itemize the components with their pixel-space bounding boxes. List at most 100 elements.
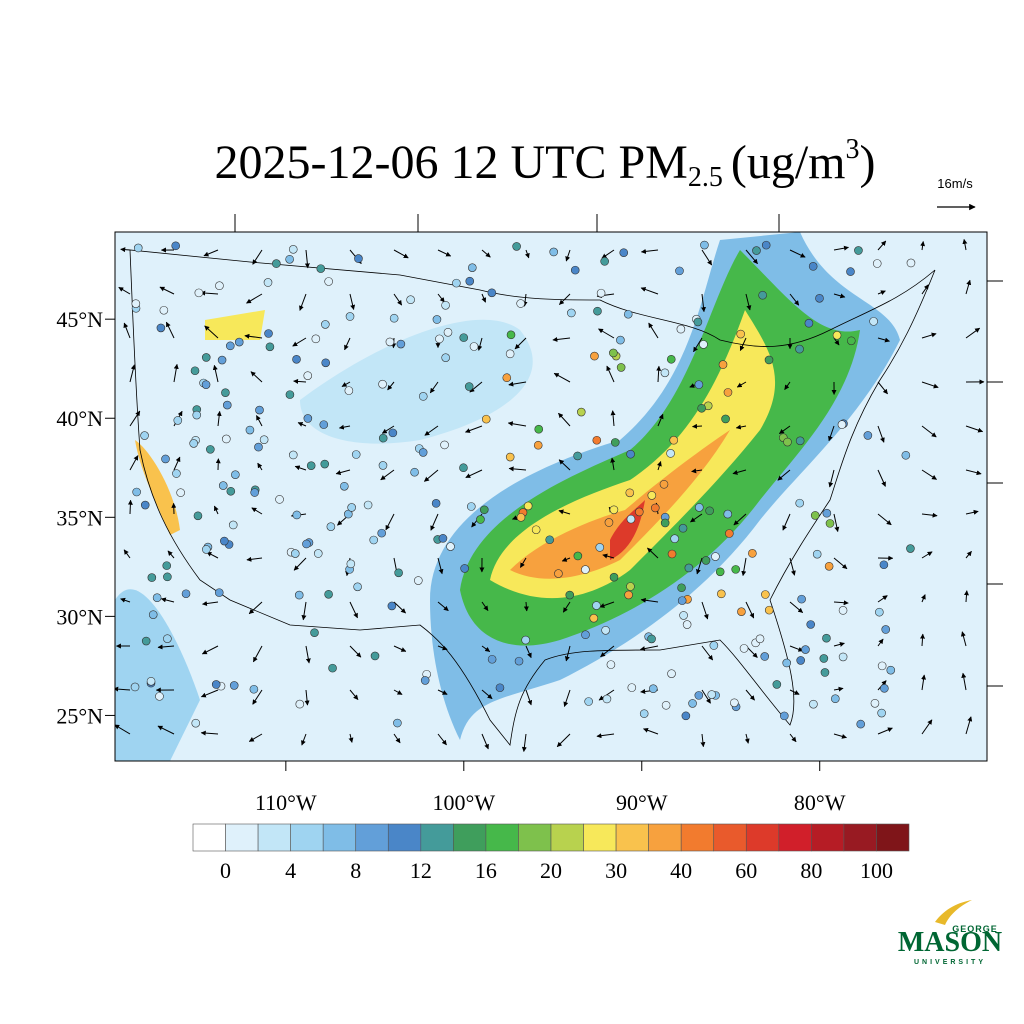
station <box>815 294 824 303</box>
station <box>172 469 181 478</box>
wind-vector <box>349 601 358 619</box>
station <box>347 503 356 512</box>
wind-vector <box>212 364 219 383</box>
wind-vector <box>465 469 483 479</box>
wind-vector <box>965 550 972 559</box>
wind-vector <box>514 337 527 350</box>
wind-vector <box>120 247 131 253</box>
station <box>192 410 202 420</box>
station <box>514 656 524 666</box>
wind-vector <box>965 716 973 735</box>
station <box>130 682 140 692</box>
station <box>320 459 330 469</box>
station <box>181 589 191 599</box>
station <box>290 549 300 558</box>
wind-vector <box>657 413 664 427</box>
wind-vector <box>293 378 307 384</box>
colorbar-label: 30 <box>605 858 627 883</box>
station <box>189 439 198 448</box>
station <box>340 481 349 491</box>
title-close: ) <box>860 136 876 189</box>
station <box>764 605 774 615</box>
station <box>234 337 244 347</box>
station <box>505 452 515 462</box>
station <box>351 450 361 459</box>
station <box>438 534 448 543</box>
wind-vector <box>921 381 939 389</box>
wind-vector <box>430 513 439 531</box>
wind-vector <box>437 733 447 746</box>
colorbar-swatch <box>387 823 422 852</box>
station <box>285 254 294 264</box>
station <box>810 511 820 520</box>
station <box>302 539 311 549</box>
station <box>684 563 694 573</box>
wind-vector <box>393 645 407 652</box>
wind-vector <box>739 337 747 351</box>
wind-vector <box>656 365 662 383</box>
wind-vector <box>877 513 892 526</box>
station <box>856 719 866 729</box>
wind-vector <box>348 733 354 743</box>
station <box>809 699 818 709</box>
wind-vector <box>393 293 403 306</box>
station <box>521 635 530 645</box>
wind-vector <box>965 469 982 476</box>
wind-vector <box>745 293 752 311</box>
station <box>152 593 162 602</box>
station <box>225 341 235 351</box>
station <box>363 500 373 510</box>
colorbar-swatch <box>648 823 682 852</box>
colorbar-label: 60 <box>735 858 757 883</box>
wind-vector <box>201 645 219 655</box>
wind-vector <box>920 633 926 647</box>
station <box>760 652 770 661</box>
wind-vector <box>921 719 933 735</box>
wind-vector <box>257 462 263 471</box>
station <box>718 360 728 369</box>
colorbar-label: 4 <box>285 858 296 883</box>
station <box>319 420 329 429</box>
station <box>464 382 474 391</box>
station <box>647 634 656 644</box>
wind-vector <box>691 468 703 474</box>
wind-vector <box>877 240 887 251</box>
station <box>229 681 239 690</box>
station <box>344 386 354 395</box>
wind-vector <box>599 601 615 608</box>
wind-vector <box>508 466 527 472</box>
title-main: 2025-12-06 12 UTC PM <box>215 136 688 189</box>
station <box>772 680 782 689</box>
station <box>211 680 221 689</box>
wind-vector <box>200 290 219 296</box>
title-unit: (ug/m <box>731 136 846 189</box>
plume <box>490 310 776 599</box>
y-tick-label: 35°N <box>56 505 103 530</box>
station <box>822 633 831 643</box>
station <box>220 536 229 546</box>
wind-vector <box>700 733 706 748</box>
wind-vector <box>789 689 800 695</box>
station <box>705 506 714 516</box>
wind-vector <box>735 424 747 430</box>
station <box>677 596 687 605</box>
station <box>717 589 726 599</box>
wind-vector <box>165 321 175 339</box>
x-tick-label: 90°W <box>616 790 668 815</box>
station <box>378 461 388 470</box>
station <box>609 348 618 358</box>
colorbar-swatch <box>453 823 487 852</box>
title-sub: 2.5 <box>688 162 723 193</box>
station <box>171 241 181 251</box>
station <box>592 435 602 445</box>
station <box>881 625 891 634</box>
station <box>822 508 832 518</box>
station <box>669 435 679 445</box>
station <box>418 392 428 401</box>
station <box>879 560 889 570</box>
station <box>666 449 675 458</box>
wind-vector <box>965 279 972 295</box>
station <box>761 240 771 250</box>
station <box>589 613 599 623</box>
wind-vector <box>123 322 131 339</box>
